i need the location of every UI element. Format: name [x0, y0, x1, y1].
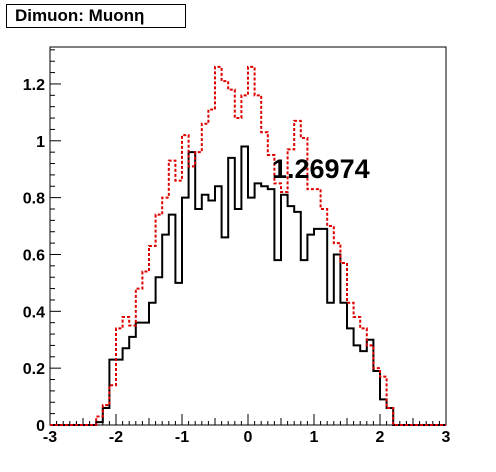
- y-tick-label: 1: [36, 134, 45, 151]
- x-tick-label: 2: [376, 429, 385, 446]
- histogram-series-dashed: [50, 65, 446, 426]
- y-tick-label: 0: [36, 418, 45, 435]
- y-tick-label: 0.8: [23, 191, 45, 208]
- chart-title: Dimuon: Muonη: [6, 4, 186, 28]
- y-tick-label: 0.6: [23, 247, 45, 264]
- x-tick-label: -1: [175, 429, 189, 446]
- x-tick-label: 3: [442, 429, 451, 446]
- y-tick-label: 0.4: [23, 304, 45, 321]
- x-tick-label: -3: [43, 429, 57, 446]
- y-tick-label: 1.2: [23, 77, 45, 94]
- x-tick-label: 1: [310, 429, 319, 446]
- histogram-series-solid: [50, 145, 446, 426]
- annotation-value: 1.26974: [272, 154, 370, 184]
- x-tick-label: -2: [109, 429, 123, 446]
- y-tick-label: 0.2: [23, 361, 45, 378]
- x-tick-label: 0: [244, 429, 253, 446]
